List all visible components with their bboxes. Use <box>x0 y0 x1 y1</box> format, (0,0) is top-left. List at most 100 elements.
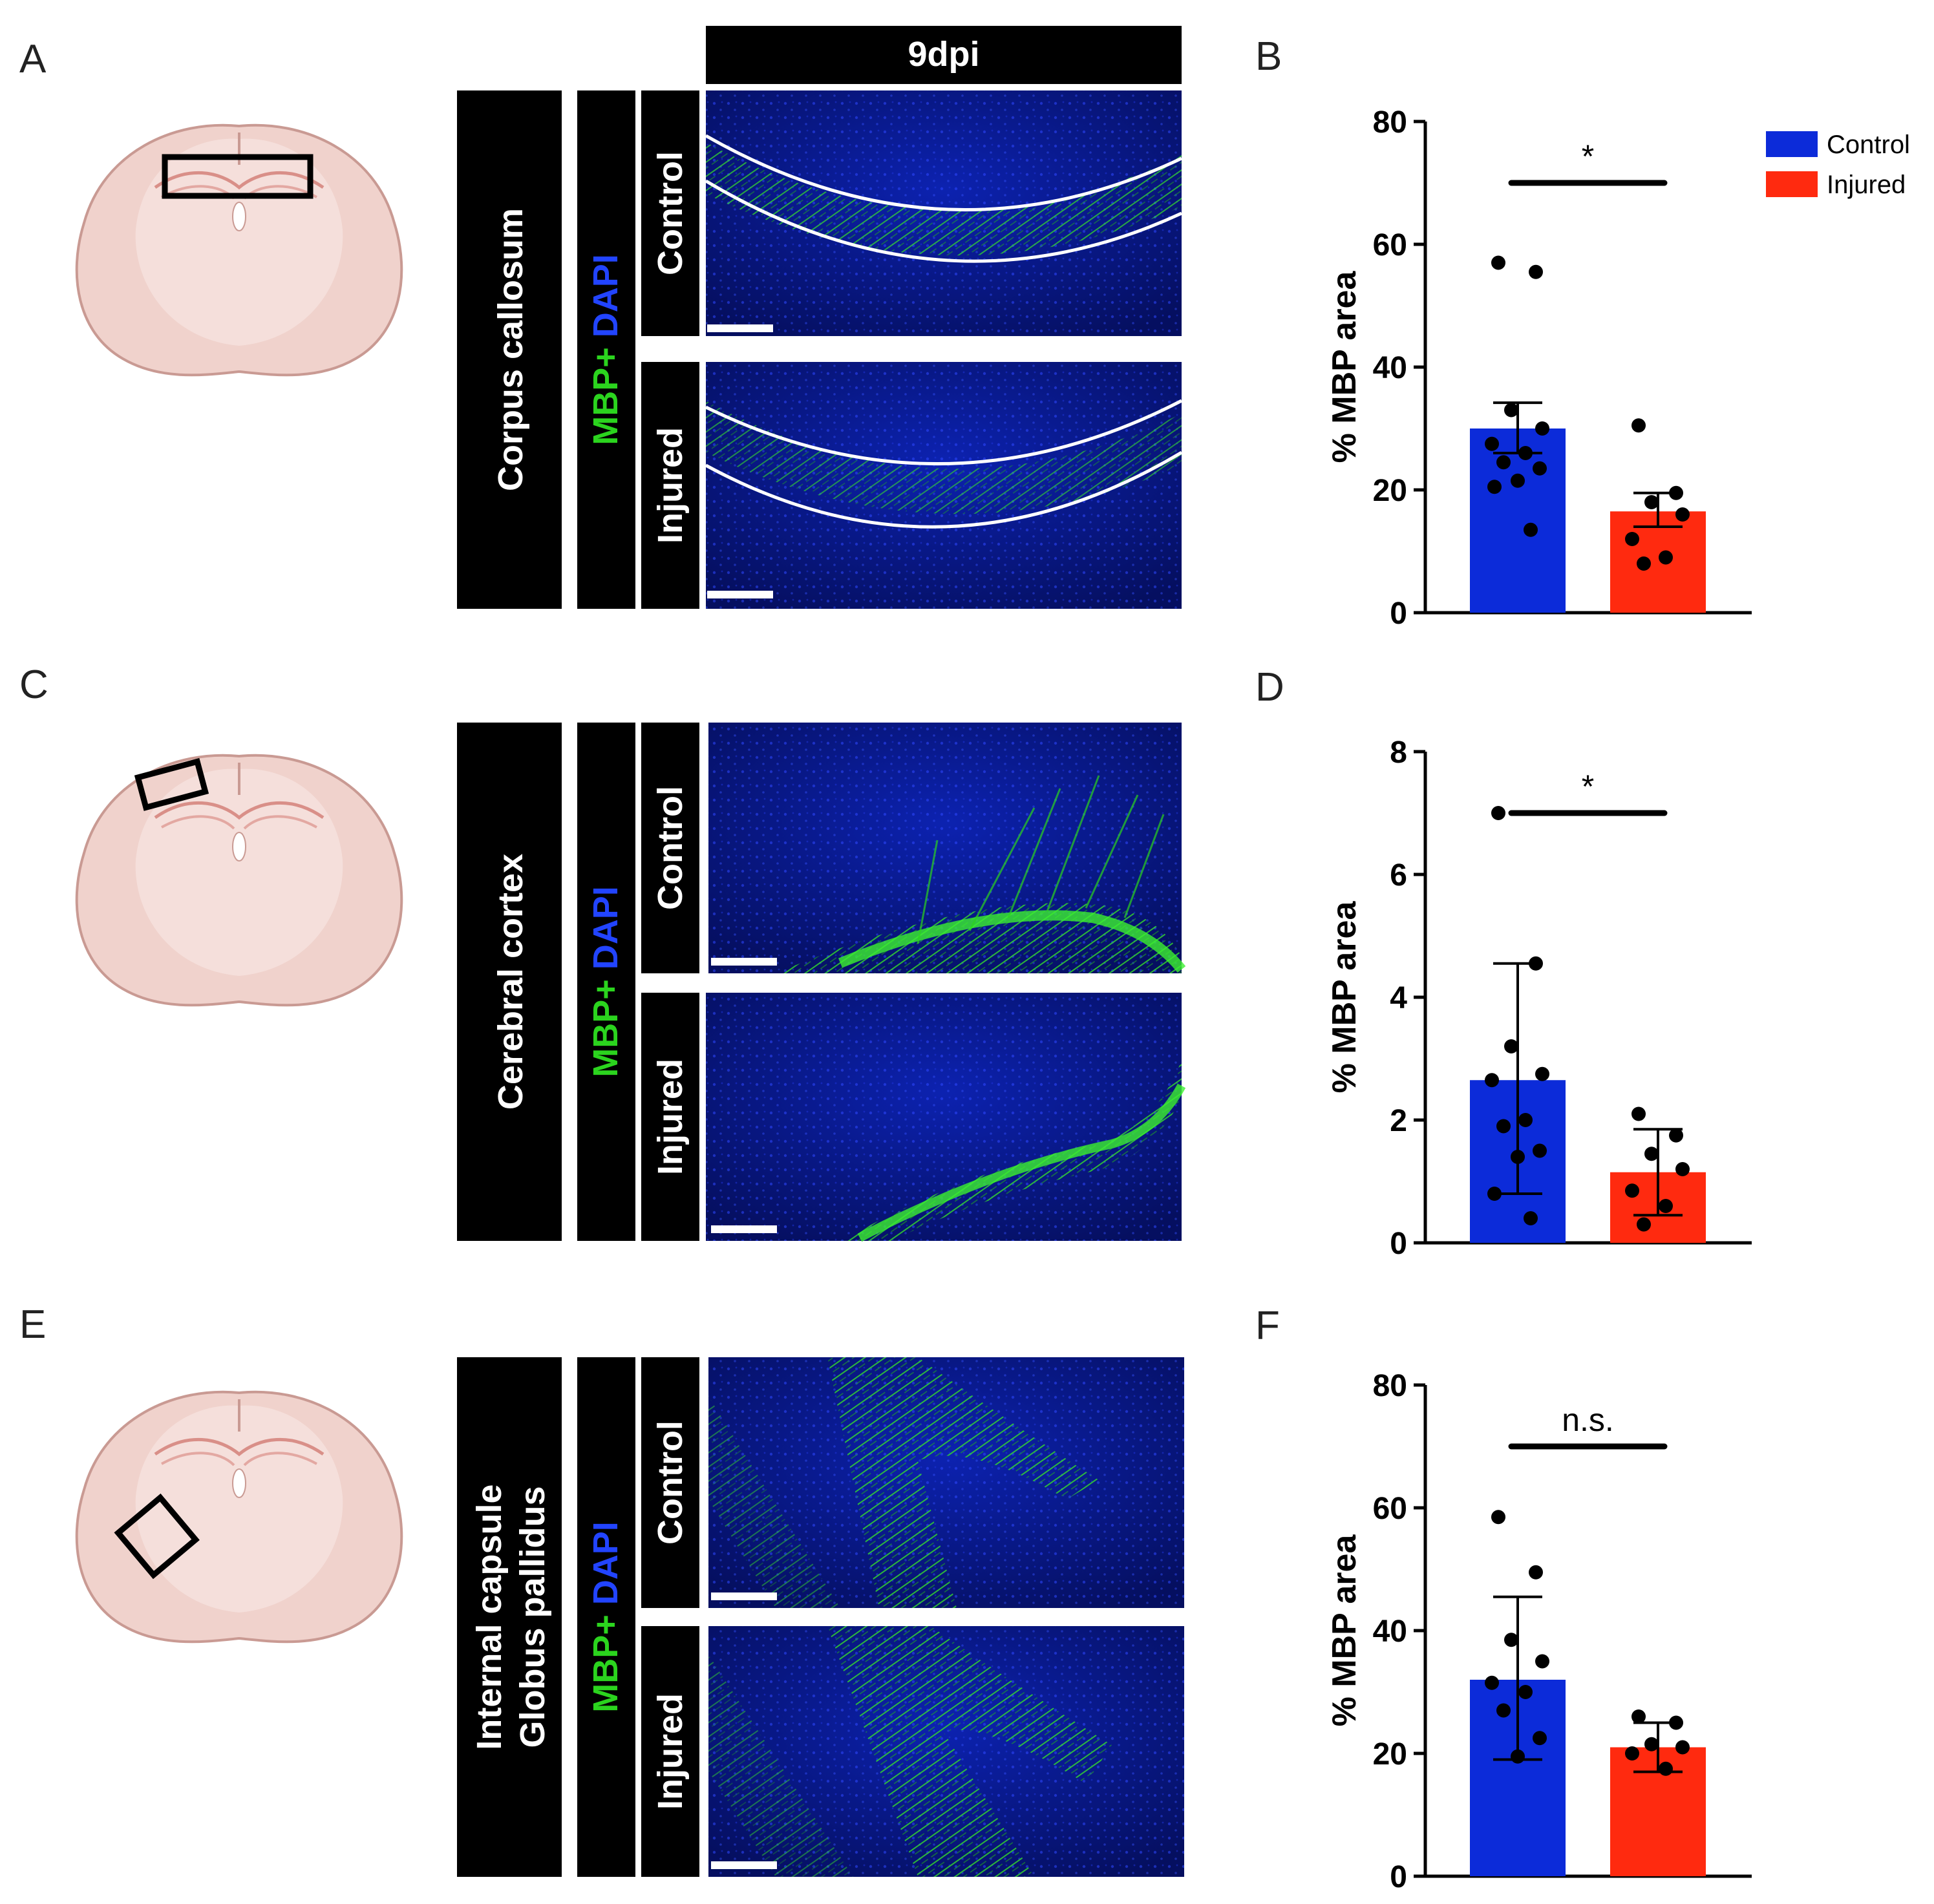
condition-label-injured-e: Injured <box>651 1693 690 1810</box>
stain-label-a: MBP+ DAPI <box>586 254 625 445</box>
data-point-control <box>1529 264 1543 279</box>
data-point-control <box>1533 1731 1547 1746</box>
brain-schematic-e <box>75 1390 403 1644</box>
brain-roi-box-e <box>114 1493 200 1580</box>
y-tick-label: 60 <box>1373 1492 1407 1526</box>
legend-swatch-control <box>1766 131 1818 157</box>
data-point-injured <box>1659 1199 1673 1213</box>
brain-roi-box-a <box>162 154 313 199</box>
bar-injured <box>1610 511 1706 613</box>
scale-bar <box>707 324 773 332</box>
legend-label-control: Control <box>1827 131 1910 159</box>
stain-mbp-text: MBP+ <box>586 337 625 445</box>
y-tick-label: 80 <box>1373 1369 1407 1403</box>
y-tick-label: 20 <box>1373 1737 1407 1772</box>
data-point-injured <box>1675 1740 1690 1755</box>
stain-label-c: MBP+ DAPI <box>586 886 625 1077</box>
data-point-control <box>1518 446 1533 460</box>
data-point-control <box>1487 1187 1502 1201</box>
scale-bar <box>711 1592 777 1600</box>
stain-dapi-text: DAPI <box>586 886 625 969</box>
data-point-control <box>1533 1143 1547 1158</box>
row-internal-capsule: E Internal capsule Globus pallidus MBP+ … <box>19 1302 1280 1877</box>
data-point-control <box>1504 1039 1518 1053</box>
data-point-control <box>1487 480 1502 494</box>
row-cerebral-cortex: C Cerebral cortex MBP+ DAPI Control Inju… <box>19 662 1284 1242</box>
data-point-control <box>1496 1119 1511 1134</box>
data-point-control <box>1485 1073 1499 1088</box>
brain-roi-box-c <box>134 757 209 811</box>
legend-label-injured: Injured <box>1827 171 1906 199</box>
data-point-control <box>1518 1113 1533 1127</box>
data-point-injured <box>1625 1746 1639 1761</box>
data-point-control <box>1511 1749 1525 1764</box>
data-point-control <box>1529 1565 1543 1580</box>
stain-label-e: MBP+ DAPI <box>586 1521 625 1713</box>
panel-label-b: B <box>1255 34 1282 79</box>
y-tick-label: 60 <box>1373 228 1407 262</box>
y-tick-label: 0 <box>1390 1227 1407 1261</box>
bar-control <box>1470 428 1566 613</box>
panel-label-f: F <box>1255 1304 1280 1348</box>
data-point-injured <box>1669 1715 1683 1730</box>
stain-mbp-text: MBP+ <box>586 1605 625 1713</box>
data-point-control <box>1511 473 1525 488</box>
data-point-injured <box>1637 556 1651 571</box>
condition-label-control-a: Control <box>651 151 690 275</box>
y-tick-label: 2 <box>1390 1104 1407 1138</box>
region-label-a: Corpus callosum <box>491 208 530 491</box>
panel-label-d: D <box>1255 665 1284 710</box>
data-point-control <box>1485 1675 1499 1690</box>
brain-schematic-c <box>75 754 403 1007</box>
scale-bar <box>711 1861 777 1869</box>
scale-bar <box>711 1225 777 1233</box>
chart-b: 0 20 40 60 80 % MBP area * <box>1326 105 1752 631</box>
data-point-control <box>1496 1703 1511 1718</box>
region-label-c: Cerebral cortex <box>491 854 530 1110</box>
timepoint-label: 9dpi <box>908 35 979 74</box>
data-point-injured <box>1631 1709 1646 1724</box>
condition-label-injured-a: Injured <box>651 427 690 544</box>
condition-label-control-e: Control <box>651 1421 690 1545</box>
region-label-e-line2: Globus pallidus <box>513 1486 552 1748</box>
micrograph-e-control <box>708 1357 1184 1608</box>
data-point-injured <box>1637 1217 1651 1232</box>
micrograph-c-control <box>708 723 1186 973</box>
y-tick-label: 6 <box>1390 858 1407 893</box>
y-tick-label: 20 <box>1373 474 1407 508</box>
significance-label: * <box>1582 768 1594 805</box>
condition-label-control-c: Control <box>651 786 690 910</box>
y-tick-label: 4 <box>1390 981 1407 1015</box>
significance-label: * <box>1582 138 1594 175</box>
data-point-injured <box>1669 485 1683 500</box>
data-point-injured <box>1669 1128 1683 1143</box>
y-axis-label: % MBP area <box>1326 1534 1363 1727</box>
data-point-injured <box>1644 495 1659 509</box>
data-point-control <box>1496 455 1511 470</box>
chart-d: 0 2 4 6 8 % MBP area * <box>1326 735 1752 1261</box>
y-tick-label: 40 <box>1373 351 1407 385</box>
row-corpus-callosum: A Corpus callosum MBP+ DAPI Control Inju… <box>19 26 1282 609</box>
data-point-injured <box>1675 507 1690 522</box>
data-point-control <box>1491 1510 1505 1525</box>
panel-label-c: C <box>19 662 48 707</box>
micrograph-a-injured <box>705 362 1183 609</box>
stain-mbp-text: MBP+ <box>586 969 625 1077</box>
panel-label-e: E <box>19 1302 46 1347</box>
data-point-injured <box>1659 1761 1673 1776</box>
brain-schematic-a <box>75 123 403 377</box>
data-point-injured <box>1644 1737 1659 1751</box>
stain-dapi-text: DAPI <box>586 254 625 337</box>
data-point-control <box>1511 1150 1525 1164</box>
data-point-control <box>1518 1685 1533 1699</box>
data-point-injured <box>1625 532 1639 546</box>
data-point-injured <box>1631 1106 1646 1121</box>
y-tick-label: 0 <box>1390 597 1407 631</box>
data-point-injured <box>1644 1147 1659 1161</box>
data-point-injured <box>1675 1162 1690 1176</box>
scale-bar <box>707 591 773 598</box>
stain-dapi-text: DAPI <box>586 1521 625 1605</box>
data-point-control <box>1535 1654 1549 1669</box>
chart-f: 0 20 40 60 80 % MBP area n.s. <box>1326 1369 1752 1894</box>
